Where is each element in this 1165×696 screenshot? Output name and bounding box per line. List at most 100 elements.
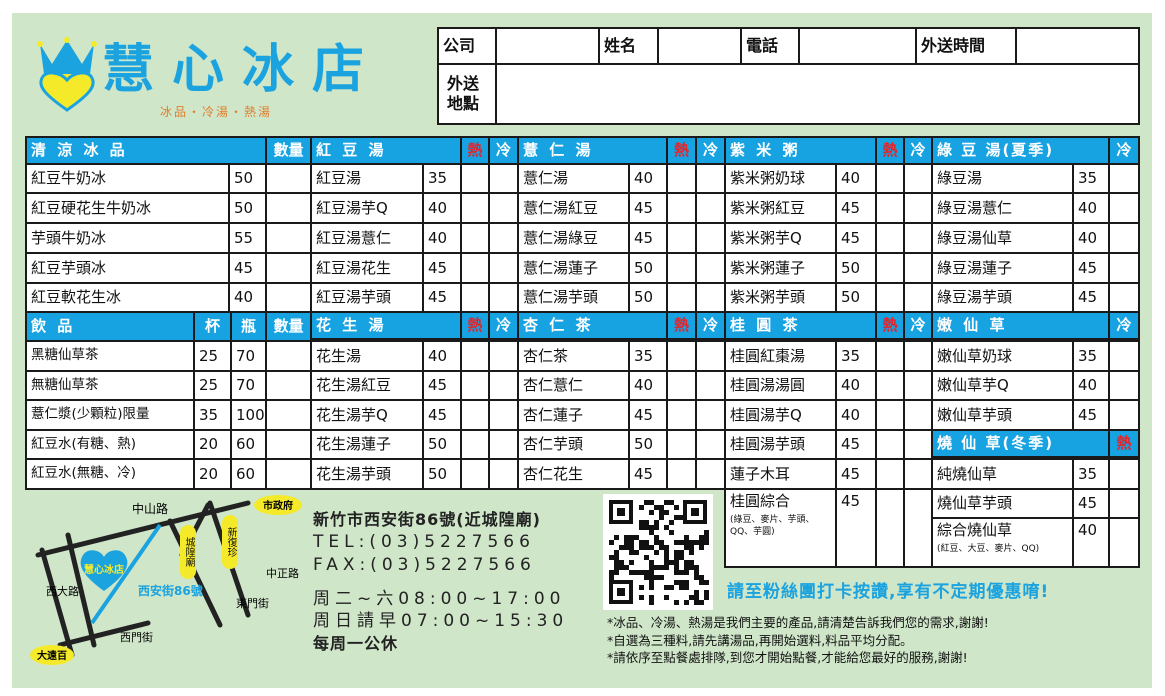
cold-checkbox[interactable] <box>1108 222 1140 254</box>
hot-checkbox[interactable] <box>666 222 697 254</box>
cold-checkbox[interactable] <box>488 222 519 254</box>
cold-checkbox[interactable] <box>903 370 933 401</box>
phone-field[interactable] <box>798 27 917 65</box>
hot-column-header: 熱 <box>460 311 490 340</box>
cold-checkbox[interactable] <box>903 340 933 372</box>
cold-checkbox[interactable] <box>488 458 519 490</box>
cold-checkbox[interactable] <box>903 429 933 460</box>
cold-checkbox[interactable] <box>903 163 933 194</box>
hot-checkbox[interactable] <box>875 252 905 284</box>
cold-checkbox[interactable] <box>695 370 726 401</box>
cold-checkbox[interactable] <box>903 488 933 568</box>
qr-code[interactable] <box>603 494 713 610</box>
cold-checkbox[interactable] <box>695 252 726 284</box>
cold-checkbox[interactable] <box>695 222 726 254</box>
cold-checkbox[interactable] <box>903 252 933 284</box>
hot-checkbox[interactable] <box>666 192 697 224</box>
name-field[interactable] <box>657 27 742 65</box>
cold-column-header: 冷 <box>695 136 726 165</box>
hot-checkbox[interactable] <box>875 163 905 194</box>
hot-checkbox[interactable] <box>875 222 905 254</box>
hot-checkbox[interactable] <box>666 370 697 401</box>
qty-field[interactable] <box>265 222 312 254</box>
hot-checkbox[interactable] <box>460 252 490 284</box>
cold-checkbox[interactable] <box>488 429 519 460</box>
qty-field[interactable] <box>265 252 312 284</box>
hot-checkbox[interactable] <box>666 458 697 490</box>
hot-checkbox[interactable] <box>875 340 905 372</box>
hot-checkbox[interactable] <box>666 282 697 313</box>
cold-checkbox[interactable] <box>1108 399 1140 431</box>
cold-checkbox[interactable] <box>695 340 726 372</box>
cold-checkbox[interactable] <box>695 429 726 460</box>
delivery-place-field[interactable] <box>495 63 1140 125</box>
qty-field[interactable] <box>265 458 312 490</box>
menu-item-name: 純燒仙草 <box>931 458 1074 490</box>
hot-checkbox[interactable] <box>666 252 697 284</box>
menu-item-name: 杏仁蓮子 <box>517 399 630 431</box>
hot-checkbox[interactable] <box>1108 488 1140 519</box>
cold-checkbox[interactable] <box>1108 252 1140 284</box>
cold-checkbox[interactable] <box>695 399 726 431</box>
hot-checkbox[interactable] <box>460 370 490 401</box>
cold-checkbox[interactable] <box>488 163 519 194</box>
hot-checkbox[interactable] <box>875 282 905 313</box>
qty-field[interactable] <box>265 399 312 431</box>
hot-checkbox[interactable] <box>460 458 490 490</box>
menu-item-name: 紫米粥奶球 <box>724 163 837 194</box>
cold-checkbox[interactable] <box>695 192 726 224</box>
cold-checkbox[interactable] <box>488 192 519 224</box>
cold-checkbox[interactable] <box>1108 340 1140 372</box>
cold-checkbox[interactable] <box>695 282 726 313</box>
qty-field[interactable] <box>265 282 312 313</box>
hot-checkbox[interactable] <box>875 458 905 490</box>
hot-checkbox[interactable] <box>666 399 697 431</box>
cold-checkbox[interactable] <box>903 222 933 254</box>
cold-checkbox[interactable] <box>903 282 933 313</box>
qty-field[interactable] <box>265 340 312 372</box>
item-name: 杏仁花生 <box>523 464 584 483</box>
hot-checkbox[interactable] <box>875 429 905 460</box>
hot-checkbox[interactable] <box>460 429 490 460</box>
hot-checkbox[interactable] <box>1108 517 1140 568</box>
cold-checkbox[interactable] <box>488 282 519 313</box>
hot-checkbox[interactable] <box>666 429 697 460</box>
hot-checkbox[interactable] <box>460 192 490 224</box>
delivery-time-field[interactable] <box>1015 27 1140 65</box>
cold-checkbox[interactable] <box>903 399 933 431</box>
cold-checkbox[interactable] <box>488 252 519 284</box>
hot-checkbox[interactable] <box>875 399 905 431</box>
cold-checkbox[interactable] <box>488 370 519 401</box>
cold-checkbox[interactable] <box>903 458 933 490</box>
cold-checkbox[interactable] <box>1108 370 1140 401</box>
hot-checkbox[interactable] <box>666 340 697 372</box>
cold-checkbox[interactable] <box>488 399 519 431</box>
cold-checkbox[interactable] <box>695 163 726 194</box>
qty-field[interactable] <box>265 429 312 460</box>
menu-item-price: 35 <box>835 340 877 372</box>
company-field[interactable] <box>495 27 600 65</box>
cold-checkbox[interactable] <box>1108 192 1140 224</box>
cold-checkbox[interactable] <box>1108 163 1140 194</box>
qty-field[interactable] <box>265 192 312 224</box>
hot-checkbox[interactable] <box>460 399 490 431</box>
hot-checkbox[interactable] <box>666 163 697 194</box>
hot-checkbox[interactable] <box>460 340 490 372</box>
item-name: 花生湯 <box>316 346 362 365</box>
hot-checkbox[interactable] <box>875 370 905 401</box>
qty-field[interactable] <box>265 163 312 194</box>
map-label: 東門街 <box>236 596 269 610</box>
cold-checkbox[interactable] <box>695 458 726 490</box>
map-label: 中正路 <box>266 567 299 580</box>
hot-checkbox[interactable] <box>1108 458 1140 490</box>
cold-checkbox[interactable] <box>903 192 933 224</box>
hot-checkbox[interactable] <box>875 192 905 224</box>
cold-checkbox[interactable] <box>488 340 519 372</box>
hot-checkbox[interactable] <box>875 488 905 568</box>
hot-checkbox[interactable] <box>460 222 490 254</box>
hot-checkbox[interactable] <box>460 282 490 313</box>
cold-checkbox[interactable] <box>1108 282 1140 313</box>
hot-checkbox[interactable] <box>460 163 490 194</box>
menu-item-name: 蓮子木耳 <box>724 458 837 490</box>
qty-field[interactable] <box>265 370 312 401</box>
